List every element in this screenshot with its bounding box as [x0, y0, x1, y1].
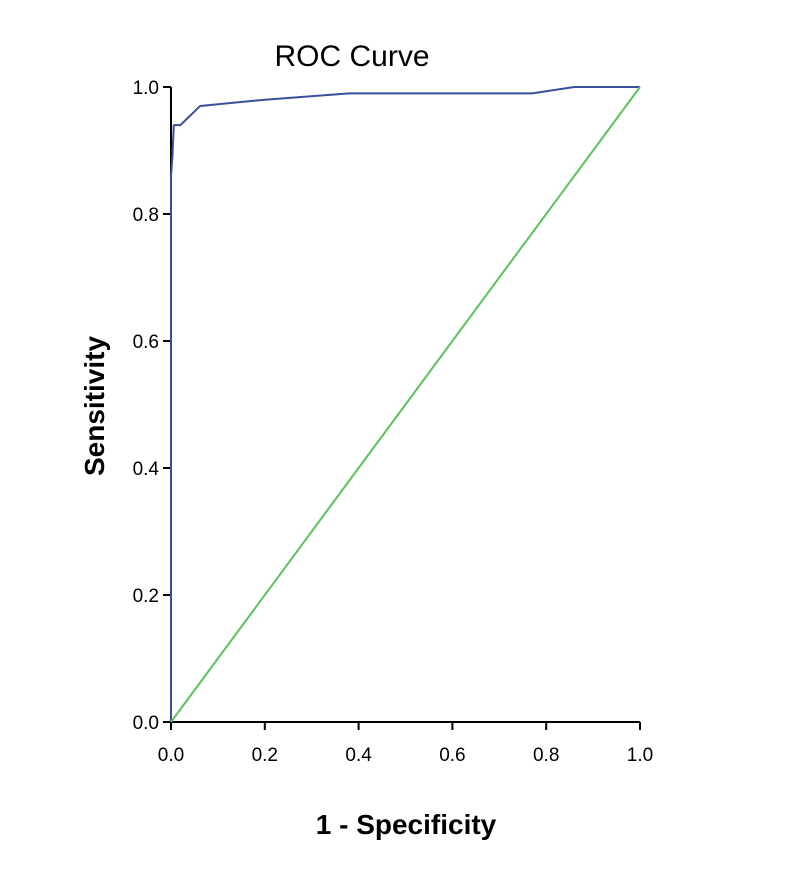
- y-axis-label: Sensitivity: [79, 336, 110, 476]
- chart-title: ROC Curve: [274, 40, 429, 73]
- x-axis-label: 1 - Specificity: [316, 809, 497, 840]
- x-tick-label: 0.8: [533, 745, 559, 766]
- y-tick-label: 1.0: [133, 78, 159, 99]
- y-tick-label: 0.6: [133, 332, 159, 353]
- y-tick-label: 0.4: [133, 459, 160, 480]
- x-tick-label: 0.4: [345, 745, 372, 766]
- x-tick-label: 0.2: [252, 745, 278, 766]
- y-tick-label: 0.0: [133, 713, 159, 734]
- x-tick-label: 0.0: [158, 745, 184, 766]
- series-layer: [170, 86, 641, 723]
- y-tick-label: 0.2: [133, 586, 159, 607]
- x-tick-label: 1.0: [627, 745, 653, 766]
- y-tick-label: 0.8: [133, 205, 159, 226]
- roc-curve-line: [170, 86, 640, 722]
- axes: 0.0 0.2 0.4 0.6 0.8 1.0 0.0 0.2 0.4 0.6 0.8 1.0: [133, 78, 654, 766]
- x-tick-label: 0.6: [439, 745, 465, 766]
- reference-diagonal-line: [170, 86, 641, 723]
